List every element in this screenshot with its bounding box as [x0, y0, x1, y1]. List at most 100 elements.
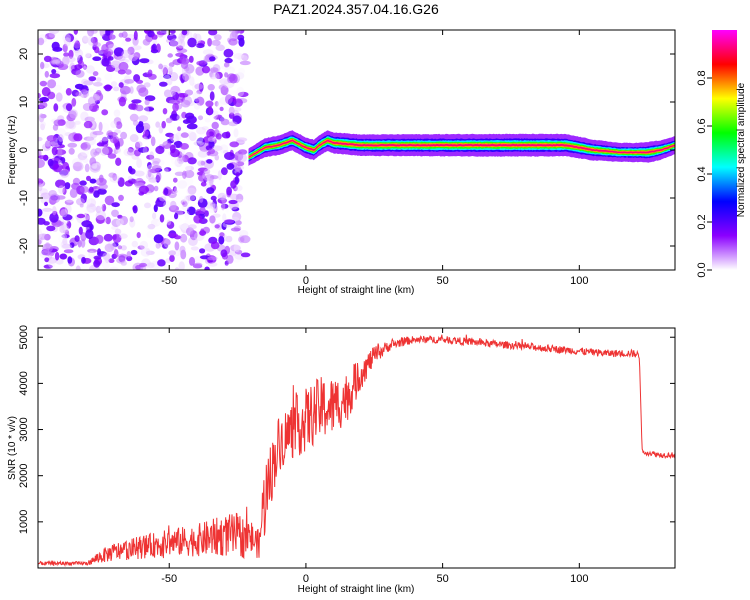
heatmap-cell	[38, 233, 42, 239]
heatmap-cell	[237, 54, 248, 62]
heatmap-cell	[196, 96, 205, 106]
heatmap-cell	[169, 134, 174, 140]
heatmap-cell	[102, 146, 113, 155]
heatmap-cell	[204, 117, 211, 123]
heatmap-cell	[196, 126, 206, 135]
heatmap-cell	[166, 219, 172, 226]
heatmap-cell	[209, 73, 217, 80]
heatmap-cell	[43, 55, 52, 63]
heatmap-cell	[118, 61, 129, 71]
heatmap-cell	[99, 183, 108, 190]
heatmap-cell	[117, 245, 123, 250]
heatmap-cell	[187, 185, 197, 195]
heatmap-cell	[38, 113, 45, 123]
heatmap-cell	[208, 148, 216, 155]
heatmap-cell	[105, 216, 111, 225]
heatmap-cell	[221, 131, 231, 139]
heatmap-cell	[109, 266, 119, 270]
heatmap-cell	[59, 168, 70, 178]
heatmap-cell	[85, 53, 92, 59]
heatmap-cell	[177, 36, 185, 43]
heatmap-cell	[121, 40, 129, 47]
heatmap-cell	[235, 161, 245, 167]
heatmap-cell	[119, 233, 128, 239]
line-y-axis-title: SNR (10 * v/v)	[7, 416, 18, 480]
heatmap-cell	[63, 37, 71, 47]
heatmap-cell	[238, 30, 245, 34]
heatmap-cell	[187, 131, 195, 137]
heatmap-cell	[87, 248, 98, 253]
heatmap-cell	[108, 172, 116, 178]
heatmap-cell	[186, 206, 196, 216]
heatmap-cell	[99, 102, 110, 108]
heatmap-cell	[190, 246, 199, 251]
heatmap-cell	[79, 186, 89, 193]
heatmap-cell	[135, 123, 144, 134]
heatmap-cell	[175, 45, 184, 51]
heatmap-cell	[176, 114, 183, 121]
heatmap-cell	[120, 245, 127, 251]
heatmap-cell	[109, 32, 118, 42]
heatmap-cell	[51, 57, 57, 64]
heatmap-cell	[108, 258, 115, 264]
heatmap-cell	[147, 168, 152, 178]
heatmap-cell	[79, 89, 90, 99]
heatmap-cell	[165, 117, 173, 124]
heatmap-cell	[113, 109, 121, 118]
heatmap-cell	[215, 133, 222, 140]
heatmap-cell	[158, 125, 164, 134]
heatmap-cell	[194, 83, 204, 90]
heatmap-cell	[90, 30, 98, 34]
colorbar-tick-label: 0.6	[696, 118, 708, 133]
heatmap-ridge-band	[248, 139, 675, 159]
heatmap-cell	[91, 163, 98, 169]
heatmap-cell	[49, 212, 59, 223]
heatmap-cell	[143, 107, 155, 112]
heatmap-cell	[169, 30, 176, 34]
heatmap-cell	[39, 148, 45, 156]
heatmap-cell	[112, 233, 122, 243]
heatmap-cell	[206, 128, 216, 139]
heatmap-cell	[104, 73, 113, 81]
heatmap-cell	[97, 251, 107, 257]
heatmap-cell	[197, 115, 204, 121]
heatmap-cell	[151, 43, 157, 52]
heatmap-cell	[121, 50, 131, 59]
heatmap-cell	[206, 159, 213, 164]
heatmap-cell	[64, 122, 70, 130]
heatmap-cell	[163, 74, 172, 79]
heatmap-cell	[193, 214, 203, 224]
heatmap-cell	[152, 59, 161, 66]
heatmap-cell	[48, 32, 56, 38]
heatmap-cell	[80, 147, 90, 157]
heatmap-cell	[195, 43, 205, 49]
heatmap-x-tick-label: 100	[570, 275, 588, 287]
heatmap-cell	[153, 185, 159, 192]
heatmap-cell	[159, 196, 167, 202]
heatmap-cell	[92, 130, 104, 136]
heatmap-cell	[226, 163, 235, 170]
heatmap-cell	[94, 46, 100, 54]
heatmap-cell	[238, 37, 245, 47]
heatmap-noise-region	[38, 30, 251, 270]
heatmap-cell	[178, 40, 183, 45]
heatmap-cell	[212, 145, 223, 151]
heatmap-cell	[72, 161, 84, 172]
colorbar-tick-label: 0.4	[696, 166, 708, 181]
heatmap-cell	[49, 73, 61, 79]
heatmap-cell	[118, 82, 124, 88]
heatmap-cell	[228, 199, 238, 205]
heatmap-cell	[174, 171, 185, 176]
heatmap-cell	[82, 157, 89, 163]
heatmap-cell	[232, 211, 242, 222]
line-y-tick-label: 5000	[18, 325, 30, 349]
heatmap-cell	[101, 44, 109, 54]
heatmap-cell	[211, 121, 219, 130]
heatmap-cell	[214, 106, 219, 111]
heatmap-cell	[129, 168, 136, 175]
heatmap-cell	[54, 195, 66, 200]
heatmap-cell	[83, 136, 95, 141]
colorbar-tick-label: 0.0	[696, 262, 708, 277]
heatmap-cell	[201, 65, 211, 74]
heatmap-cell	[163, 200, 171, 209]
